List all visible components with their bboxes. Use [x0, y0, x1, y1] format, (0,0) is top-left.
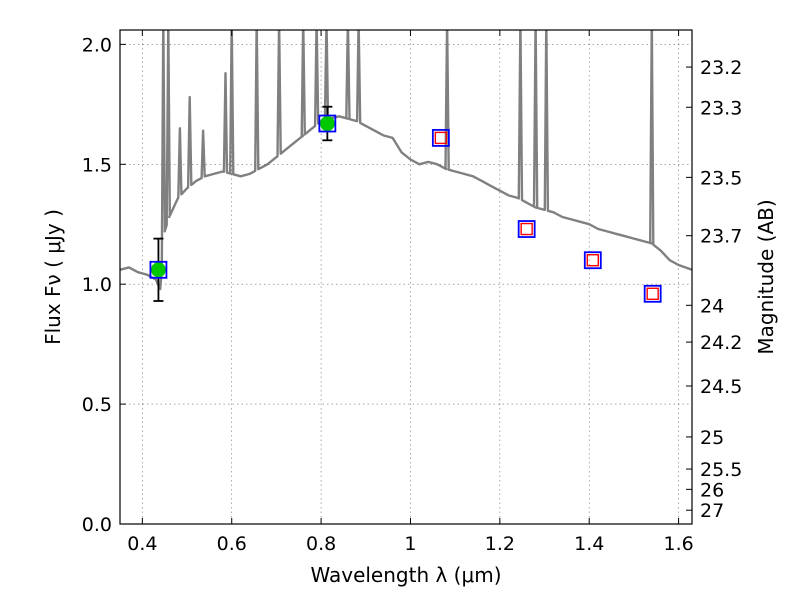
blue-square-marker: [517, 220, 536, 238]
red-square-marker: [586, 254, 599, 267]
axis-ticks: 0.4 0.6 0.8 1 1.2 1.4 1.6 0.0 0.5 1.0 1.5 2.0 23.2 23…: [82, 30, 742, 555]
y2-axis-label: Magnitude (AB): [754, 199, 778, 354]
blue-square-marker: [431, 129, 450, 147]
blue-square-marker: [318, 114, 337, 133]
blue-square-marker: [149, 260, 168, 279]
magnitude-tick-label: 25.5: [700, 459, 742, 481]
red-square-marker: [646, 287, 659, 300]
model-spectrum: [120, 30, 692, 291]
y-axis-label: Flux Fν ( μJy ): [41, 209, 65, 345]
green-circle-marker: [319, 116, 335, 132]
x-tick-label: 1.4: [574, 533, 604, 555]
magnitude-tick-label: 23.2: [700, 57, 742, 79]
grid: [120, 30, 692, 524]
magnitude-tick-label: 24: [700, 295, 724, 317]
magnitude-tick-label: 24.5: [700, 376, 742, 398]
y-tick-label: 0.5: [82, 394, 112, 416]
x-tick-label: 1.6: [663, 533, 693, 555]
magnitude-tick-label: 27: [700, 500, 724, 522]
magnitude-tick-label: 24.2: [700, 332, 742, 354]
plot-frame: [119, 29, 693, 525]
x-tick-label: 1: [404, 533, 416, 555]
x-tick-label: 0.8: [306, 533, 336, 555]
photometry-points: [149, 105, 662, 303]
spectrum-line: [120, 30, 692, 291]
red-square-marker: [520, 222, 533, 236]
red-square-marker: [434, 131, 448, 145]
y-tick-label: 1.0: [82, 274, 112, 296]
magnitude-tick-label: 25: [700, 427, 724, 449]
magnitude-tick-label: 23.3: [700, 97, 742, 119]
x-axis-label: Wavelength λ (μm): [310, 563, 501, 587]
x-tick-label: 0.4: [127, 533, 157, 555]
blue-square-marker: [583, 251, 602, 270]
y-tick-label: 1.5: [82, 154, 112, 176]
green-circle-marker: [150, 262, 166, 278]
magnitude-tick-label: 23.7: [700, 226, 742, 248]
y-tick-label: 2.0: [82, 34, 112, 56]
magnitude-tick-label: 26: [700, 479, 724, 501]
x-tick-label: 1.2: [485, 533, 515, 555]
y-tick-label: 0.0: [82, 514, 112, 536]
blue-square-marker: [643, 284, 662, 303]
x-tick-label: 0.6: [217, 533, 247, 555]
magnitude-tick-label: 23.5: [700, 167, 742, 189]
